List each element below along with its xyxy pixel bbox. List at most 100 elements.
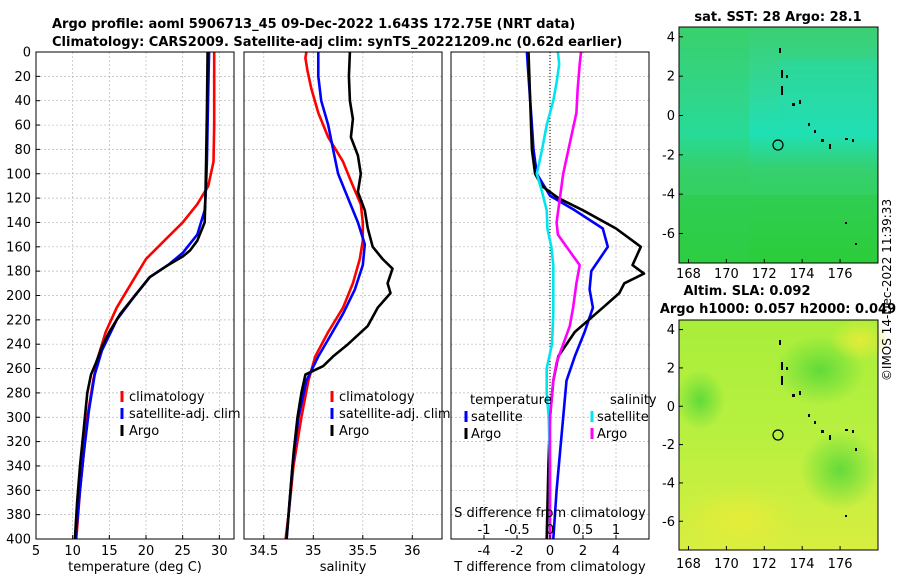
s-tick-label: -1 [478,523,491,538]
legend-label: satellite [597,410,649,425]
temperature-panel: 5 10 15 20 25 30 temperature (deg C) 0 20 40 60 80 1… [6,46,240,576]
x-tick-label: 15 [101,544,118,559]
map-y-tick-label: -4 [662,188,675,203]
map-x-tick-label: 168 [676,557,701,572]
y-tick-label: 200 [6,289,31,304]
plot-frame [243,51,443,540]
sst-map: sat. SST: 28 Argo: 28.1 168 170 172 174 176 4… [662,10,879,282]
sla-map: Altim. SLA: 0.092 Argo h1000: 0.057 h200… [660,284,896,572]
legend-label: Argo [339,424,369,439]
x-tick-label: 34.5 [249,544,278,559]
y-tick-label: 240 [6,338,31,353]
sla-map-title-2: Argo h1000: 0.057 h2000: 0.049 [660,302,896,317]
x-tick-label: 25 [174,544,191,559]
title-line-1: Argo profile: aoml 5906713_45 09-Dec-202… [52,17,575,32]
map-x-tick-label: 172 [752,267,777,282]
sst-islands [779,48,857,245]
y-tick-label: 340 [6,459,31,474]
x-tick-label: 20 [138,544,155,559]
sst-argo-marker [772,139,784,151]
y-tick-label: 20 [14,70,31,85]
map-x-tick-label: 176 [828,557,853,572]
series-line-argo [285,51,394,540]
legend-label: satellite-adj. clim [129,407,241,422]
legend-group-temperature: temperature [470,393,552,408]
s-tick-label: 0.5 [573,523,594,538]
legend-group-salinity: salinity [610,393,657,408]
y-tick-label: 100 [6,167,31,182]
x-tick-label: 2 [579,544,587,559]
x-tick-label: -2 [511,544,524,559]
legend-label: satellite-adj. clim [339,407,451,422]
difference-panel: -4 -2 0 2 4T difference from climatology S di… [450,51,657,575]
x-tick-label: 35.5 [348,544,377,559]
legend-label: Argo [471,427,501,442]
x-axis-label: T difference from climatology [453,560,646,575]
x-tick-label: 36 [404,544,421,559]
series-line-argo [73,51,209,540]
map-y-tick-label: 2 [667,361,675,376]
y-tick-label: 260 [6,362,31,377]
y-tick-label: 320 [6,435,31,450]
map-y-tick-label: 2 [667,70,675,85]
sst-map-title: sat. SST: 28 Argo: 28.1 [694,10,861,25]
map-y-tick-label: -2 [662,148,675,163]
sla-argo-marker [772,429,784,441]
x-tick-label: 5 [32,544,40,559]
y-tick-label: 80 [14,143,31,158]
y-tick-label: 160 [6,240,31,255]
x-axis-label: temperature (deg C) [68,560,202,575]
s-tick-label: 0 [546,523,554,538]
y-tick-label: 140 [6,216,31,231]
map-x-tick-label: 170 [714,267,739,282]
x-tick-label: 30 [211,544,228,559]
map-y-tick-label: 0 [667,400,675,415]
y-tick-label: 400 [6,533,31,548]
y-tick-label: 280 [6,386,31,401]
legend-label: satellite [471,410,523,425]
x-tick-label: 35 [305,544,322,559]
y-tick-label: 40 [14,94,31,109]
s-axis-label: S difference from climatology [454,506,646,521]
s-tick-label: -0.5 [504,523,529,538]
x-tick-label: 0 [546,544,554,559]
y-tick-label: 300 [6,411,31,426]
y-tick-label: 60 [14,119,31,134]
map-x-tick-label: 172 [752,557,777,572]
legend-label: Argo [129,424,159,439]
map-x-tick-label: 174 [790,267,815,282]
legend-label: climatology [129,390,205,405]
map-y-tick-label: 0 [667,109,675,124]
credit-text: ©IMOS 14-Dec-2022 11:39:33 [880,198,894,382]
y-tick-label: 380 [6,508,31,523]
map-x-tick-label: 176 [828,267,853,282]
sst-map-field [679,27,878,263]
legend-label: climatology [339,390,415,405]
map-x-tick-label: 168 [676,267,701,282]
title-line-2: Climatology: CARS2009. Satellite-adj cli… [52,35,622,50]
sla-map-title-1: Altim. SLA: 0.092 [684,284,811,299]
y-tick-label: 220 [6,313,31,328]
x-tick-label: 4 [612,544,620,559]
y-tick-label: 120 [6,192,31,207]
map-y-tick-label: -6 [662,227,675,242]
map-x-tick-label: 174 [790,557,815,572]
y-tick-label: 360 [6,484,31,499]
legend-label: Argo [597,427,627,442]
map-x-tick-label: 170 [714,557,739,572]
map-y-tick-label: 4 [667,323,675,338]
map-y-tick-label: -4 [662,476,675,491]
x-axis-label: salinity [320,560,367,575]
x-tick-label: -4 [478,544,491,559]
map-y-tick-label: 4 [667,30,675,45]
x-tick-label: 10 [64,544,81,559]
map-y-tick-label: -6 [662,515,675,530]
y-tick-label: 0 [23,46,31,61]
map-y-tick-label: -2 [662,438,675,453]
salinity-panel: 34.5 35 35.5 36 salinity climatology satellite… [243,51,451,575]
y-tick-label: 180 [6,265,31,280]
series-line-satellite [535,51,561,539]
s-tick-label: 1 [612,523,620,538]
sla-islands [779,340,857,517]
